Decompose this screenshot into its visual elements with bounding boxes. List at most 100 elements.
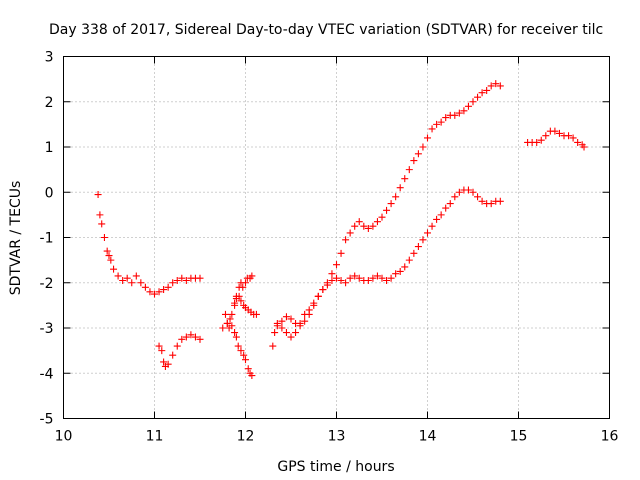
data-point — [196, 274, 204, 282]
data-point — [231, 329, 239, 337]
data-point — [223, 319, 231, 327]
data-point — [278, 324, 286, 332]
x-tick-label: 11 — [146, 429, 164, 445]
data-point — [428, 125, 436, 133]
data-point — [487, 82, 495, 90]
data-point — [392, 193, 400, 201]
data-point — [248, 272, 256, 280]
data-point — [314, 292, 322, 300]
data-point — [191, 333, 199, 341]
data-point — [474, 93, 482, 101]
data-point — [346, 229, 354, 237]
data-point — [419, 143, 427, 151]
data-point — [533, 138, 541, 146]
data-point — [337, 249, 345, 257]
data-point — [428, 222, 436, 230]
data-point — [383, 206, 391, 214]
series-seg-d — [223, 272, 256, 327]
series-seg-g — [273, 186, 504, 330]
data-point — [128, 279, 136, 287]
data-point — [269, 342, 277, 350]
data-point — [301, 317, 309, 325]
data-point — [355, 274, 363, 282]
data-point — [580, 143, 588, 151]
data-point — [292, 319, 300, 327]
data-point — [392, 270, 400, 278]
series-seg-f — [269, 80, 504, 350]
data-point — [237, 297, 245, 305]
series-seg-e — [231, 292, 260, 318]
data-point — [155, 288, 163, 296]
data-point — [496, 82, 504, 90]
data-point — [464, 102, 472, 110]
data-point — [401, 175, 409, 183]
data-point — [221, 310, 229, 318]
data-point — [164, 360, 172, 368]
data-point — [496, 197, 504, 205]
data-point — [244, 365, 252, 373]
data-point — [405, 256, 413, 264]
plot-frame — [63, 56, 610, 419]
data-point — [419, 236, 427, 244]
y-tick-label: 1 — [45, 140, 54, 156]
data-point — [424, 229, 431, 237]
data-point — [237, 347, 245, 355]
data-point — [492, 80, 500, 88]
data-point — [305, 310, 313, 318]
y-tick-label: -4 — [40, 366, 54, 382]
data-point — [96, 211, 104, 219]
data-point — [542, 132, 550, 140]
data-point — [410, 157, 418, 165]
data-point — [282, 329, 290, 337]
data-point — [469, 98, 477, 106]
y-axis-label: SDTVAR / TECUs — [8, 181, 24, 296]
data-point — [100, 234, 108, 241]
data-point — [569, 134, 577, 142]
series-seg-c — [219, 310, 256, 380]
series-seg-a — [94, 191, 204, 298]
data-point — [94, 191, 102, 199]
data-point — [378, 274, 386, 282]
data-point — [278, 317, 286, 325]
data-point — [369, 222, 377, 230]
data-point — [387, 274, 395, 282]
data-point — [551, 127, 559, 135]
data-point — [287, 333, 295, 341]
data-point — [396, 267, 404, 275]
data-point — [401, 263, 409, 271]
data-point — [137, 279, 145, 287]
data-point — [235, 292, 243, 300]
data-point — [228, 310, 236, 318]
data-point — [414, 150, 422, 158]
data-point — [446, 200, 454, 208]
data-point — [451, 193, 459, 201]
data-point — [242, 356, 249, 364]
data-point — [228, 322, 236, 330]
y-tick-label: -5 — [40, 412, 54, 428]
data-point — [226, 315, 234, 323]
data-point — [333, 261, 340, 269]
x-tick-label: 12 — [237, 429, 255, 445]
x-tick-label: 15 — [510, 429, 528, 445]
data-point — [455, 109, 463, 117]
data-point — [373, 218, 381, 226]
data-point — [469, 188, 477, 196]
data-point — [360, 222, 368, 230]
data-point — [455, 188, 463, 196]
data-point — [105, 252, 113, 260]
data-point — [242, 279, 249, 287]
series-seg-h — [524, 127, 588, 151]
data-point — [346, 274, 354, 282]
data-point — [239, 283, 247, 291]
data-point — [151, 290, 158, 298]
data-point — [107, 256, 115, 264]
x-axis-label: GPS time / hours — [277, 459, 394, 475]
data-point — [173, 342, 181, 350]
data-point — [252, 310, 260, 318]
data-point — [98, 220, 106, 228]
y-tick-label: -2 — [40, 276, 54, 292]
data-point — [234, 342, 242, 350]
x-tick-label: 10 — [55, 429, 73, 445]
y-tick-label: 2 — [45, 95, 54, 111]
